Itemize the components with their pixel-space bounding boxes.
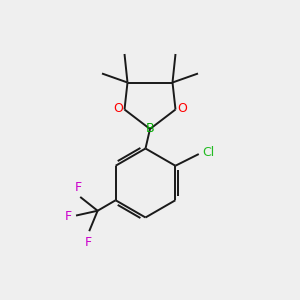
Text: F: F xyxy=(85,236,92,249)
Text: F: F xyxy=(64,210,71,223)
Text: O: O xyxy=(113,102,123,116)
Text: B: B xyxy=(146,122,154,136)
Text: O: O xyxy=(177,102,187,116)
Text: Cl: Cl xyxy=(202,146,214,159)
Text: F: F xyxy=(75,181,82,194)
